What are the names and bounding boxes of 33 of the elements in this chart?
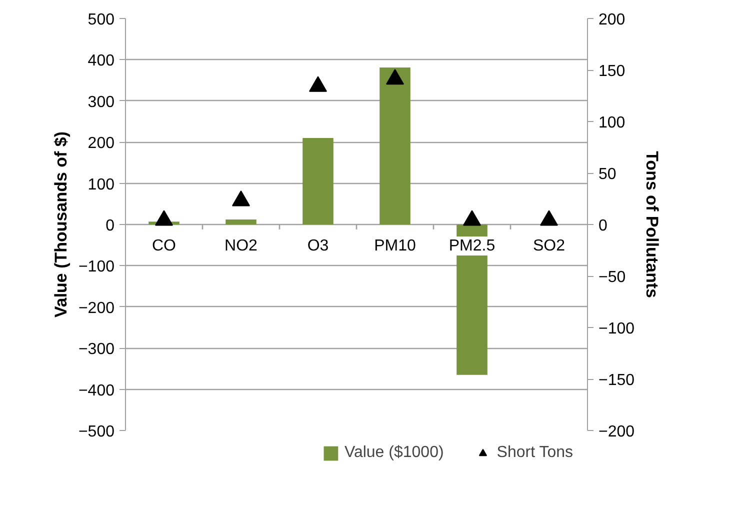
x-tick-label: PM10 bbox=[374, 238, 416, 254]
legend-label: Value ($1000) bbox=[344, 444, 444, 462]
bar bbox=[302, 138, 334, 224]
y-tick-label: 300 bbox=[88, 94, 115, 111]
bar bbox=[226, 220, 256, 224]
y2-tick-label: 200 bbox=[598, 12, 626, 28]
y2-tick-label: −100 bbox=[598, 320, 635, 338]
y2-tick-label: −200 bbox=[598, 424, 635, 440]
y-axis-title: Value (Thousands of $) bbox=[51, 131, 70, 318]
legend-label: Short Tons bbox=[496, 444, 573, 462]
y-tick-label: 400 bbox=[88, 52, 115, 70]
x-tick-label: PM2.5 bbox=[448, 238, 496, 254]
y-tick-label: 500 bbox=[88, 12, 115, 28]
y2-tick-label: −150 bbox=[598, 372, 635, 389]
y2-tick-label: 50 bbox=[598, 166, 616, 183]
y2-tick-label: −50 bbox=[598, 269, 626, 286]
y2-tick-label: 150 bbox=[598, 63, 626, 80]
y2-axis-title: Tons of Pollutants bbox=[642, 150, 662, 298]
y-tick-label: 0 bbox=[106, 218, 115, 234]
x-tick-label: NO2 bbox=[224, 238, 258, 254]
x-tick-label: O3 bbox=[307, 238, 329, 254]
y-tick-label: 100 bbox=[88, 176, 115, 194]
y-tick-label: −400 bbox=[78, 382, 115, 400]
y-tick-label: −200 bbox=[78, 300, 115, 317]
y2-tick-label: 0 bbox=[598, 218, 608, 234]
x-tick-label: CO bbox=[152, 238, 176, 254]
y-tick-label: 200 bbox=[88, 135, 115, 152]
x-tick-label: SO2 bbox=[532, 238, 566, 254]
y-tick-label: −300 bbox=[78, 341, 115, 358]
y-tick-label: −100 bbox=[78, 258, 115, 276]
y-tick-label: −500 bbox=[78, 424, 115, 440]
bar bbox=[380, 68, 410, 224]
y2-tick-label: 100 bbox=[598, 114, 626, 132]
